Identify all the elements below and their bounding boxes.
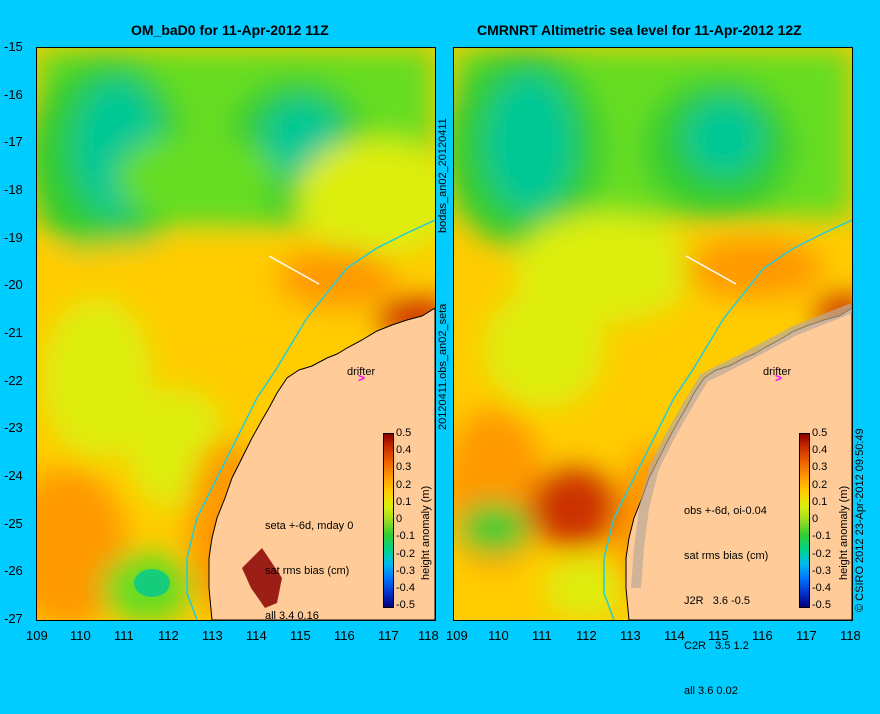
left-colorbar-title: height anomaly (m) — [420, 485, 432, 580]
upper-file-label: bodas_an02_20120411 — [437, 118, 449, 233]
stats-line: all 3.4 0.16 — [265, 610, 319, 622]
x-tick-label: 118 — [840, 628, 861, 643]
colorbar-tick-label: 0 — [396, 513, 403, 525]
y-tick-label: -17 — [4, 134, 23, 149]
stats-line: sat rms bias (cm) — [265, 565, 350, 577]
colorbar-tick-label: 0.2 — [812, 479, 828, 491]
colorbar-tick-label: 0 — [812, 513, 819, 525]
left-map-title: OM_baD0 for 11-Apr-2012 11Z — [131, 22, 329, 38]
right-map-title: CMRNRT Altimetric sea level for 11-Apr-2… — [477, 22, 802, 38]
colorbar-tick-label: 0.4 — [396, 444, 412, 456]
stats-line: J2R 3.6 -0.5 — [684, 595, 751, 607]
stats-line: C2R 3.5 1.2 — [684, 640, 749, 652]
colorbar-tick-label: -0.4 — [812, 582, 831, 594]
colorbar-tick-label: 0.5 — [396, 427, 412, 439]
colorbar-tick-label: 0.1 — [396, 496, 412, 508]
right-drifter-arrow-icon: > — [775, 371, 783, 385]
x-tick-label: 114 — [246, 628, 267, 643]
colorbar-tick-label: -0.5 — [812, 599, 831, 611]
x-tick-label: 112 — [158, 628, 179, 643]
colorbar-tick-label: -0.2 — [396, 548, 415, 560]
x-tick-label: 115 — [290, 628, 311, 643]
x-tick-label: 115 — [708, 628, 729, 643]
x-tick-label: 116 — [334, 628, 355, 643]
colorbar-tick-label: -0.1 — [396, 530, 415, 542]
y-tick-label: -25 — [4, 516, 23, 531]
right-stats: obs +-6d, oi-0.04 sat rms bias (cm) J2R … — [684, 474, 768, 714]
x-tick-label: 110 — [70, 628, 91, 643]
credit-label: © CSIRO 2012 23-Apr-2012 09:50:49 — [854, 428, 866, 612]
colorbar-tick-label: 0.5 — [812, 427, 828, 439]
x-tick-label: 117 — [378, 628, 399, 643]
x-tick-label: 110 — [488, 628, 509, 643]
left-drifter-label: drifter — [347, 366, 376, 378]
y-tick-label: -21 — [4, 325, 23, 340]
stats-line: all 3.6 0.02 — [684, 685, 738, 697]
colorbar-tick-label: -0.3 — [812, 565, 831, 577]
colorbar-tick-label: -0.2 — [812, 548, 831, 560]
right-map-canvas — [454, 48, 852, 620]
y-tick-label: -26 — [4, 563, 23, 578]
x-tick-label: 113 — [202, 628, 223, 643]
y-tick-label: -20 — [4, 277, 23, 292]
x-tick-label: 116 — [752, 628, 773, 643]
colorbar-tick-label: 0.4 — [812, 444, 828, 456]
right-colorbar-title: height anomaly (m) — [838, 485, 850, 580]
x-tick-label: 114 — [664, 628, 685, 643]
y-tick-label: -19 — [4, 230, 23, 245]
stats-line: sat rms bias (cm) — [684, 550, 769, 562]
stats-line: obs +-6d, oi-0.04 — [684, 505, 767, 517]
colorbar-tick-label: -0.5 — [396, 599, 415, 611]
y-tick-label: -15 — [4, 39, 23, 54]
left-map-canvas — [37, 48, 435, 620]
y-tick-label: -23 — [4, 420, 23, 435]
colorbar-tick-label: -0.3 — [396, 565, 415, 577]
colorbar-tick-label: 0.3 — [396, 461, 412, 473]
right-colorbar — [799, 433, 810, 608]
colorbar-tick-label: 0.2 — [396, 479, 412, 491]
colorbar-tick-label: 0.3 — [812, 461, 828, 473]
colorbar-tick-label: -0.1 — [812, 530, 831, 542]
x-tick-label: 109 — [446, 628, 468, 643]
y-tick-label: -24 — [4, 468, 23, 483]
right-map[interactable] — [453, 47, 853, 621]
left-colorbar — [383, 433, 394, 608]
y-tick-label: -22 — [4, 373, 23, 388]
x-tick-label: 111 — [114, 628, 134, 643]
left-drifter-arrow-icon: > — [358, 371, 366, 385]
x-tick-label: 113 — [620, 628, 641, 643]
y-tick-label: -18 — [4, 182, 23, 197]
colorbar-tick-label: -0.4 — [396, 582, 415, 594]
colorbar-tick-label: 0.1 — [812, 496, 828, 508]
x-tick-label: 111 — [532, 628, 552, 643]
x-tick-label: 109 — [26, 628, 48, 643]
x-tick-label: 112 — [576, 628, 597, 643]
y-tick-label: -16 — [4, 87, 23, 102]
y-tick-label: -27 — [4, 611, 23, 626]
left-map[interactable] — [36, 47, 436, 621]
stats-line: seta +-6d, mday 0 — [265, 520, 354, 532]
right-drifter-label: drifter — [763, 366, 792, 378]
left-stats: seta +-6d, mday 0 sat rms bias (cm) all … — [265, 489, 353, 639]
x-tick-label: 117 — [796, 628, 817, 643]
x-tick-label: 118 — [418, 628, 439, 643]
lower-file-label: 20120411.obs_an02_seta — [437, 303, 449, 430]
